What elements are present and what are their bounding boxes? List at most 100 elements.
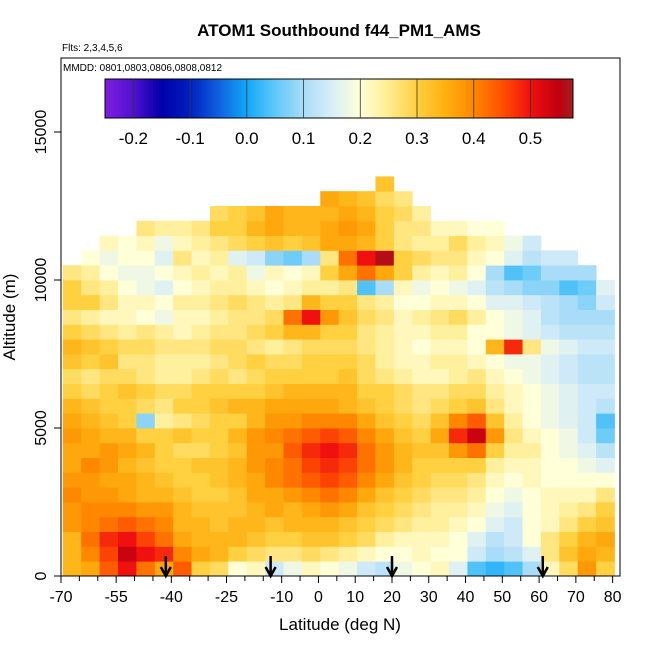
colorbar-swatch [198, 79, 202, 118]
heat-cell [448, 516, 468, 532]
heat-cell [265, 220, 284, 236]
heat-cell [504, 561, 523, 577]
heat-cell [448, 250, 468, 266]
x-tick-label: 20 [383, 589, 401, 606]
colorbar-swatch [399, 79, 404, 118]
heat-cell [338, 502, 358, 518]
heat-cell [228, 442, 248, 458]
heat-cell [375, 206, 395, 222]
colorbar-swatch [312, 79, 316, 118]
heat-cell [467, 442, 487, 458]
heat-cell [173, 561, 192, 577]
heat-cell [504, 546, 523, 562]
heat-cell [173, 398, 192, 414]
heat-cell [81, 561, 101, 577]
colorbar-swatch [303, 79, 307, 118]
colorbar-swatch [113, 79, 117, 118]
heat-cell [430, 265, 450, 281]
heat-cell [577, 413, 597, 429]
heat-cell [62, 546, 82, 562]
heat-cell [118, 561, 137, 577]
heat-cell [430, 339, 450, 355]
colorbar-swatch [249, 79, 253, 118]
heat-cell [154, 472, 174, 488]
heat-cell [265, 265, 284, 281]
heat-cell [596, 531, 615, 547]
colorbar-swatch [156, 79, 160, 118]
heat-cell [357, 368, 376, 384]
colorbar-swatch [436, 79, 441, 118]
colorbar-swatch [360, 79, 364, 118]
heat-cell [246, 398, 266, 414]
heat-cell [136, 442, 156, 458]
heat-cell [559, 502, 579, 518]
heat-cell [62, 324, 82, 340]
heat-cell [99, 428, 119, 444]
heat-cell [228, 546, 248, 562]
heat-cell [540, 442, 560, 458]
colorbar-swatch [442, 79, 446, 118]
heat-cell [504, 428, 523, 444]
heat-cell [430, 220, 450, 236]
heat-cell [136, 220, 156, 236]
dates-annotation: MMDD: 0801,0803,0806,0808,0812 [63, 63, 222, 74]
heat-cell [99, 457, 119, 473]
heat-cell [265, 398, 284, 414]
heat-cell [522, 487, 542, 503]
colorbar-swatch [181, 79, 185, 118]
heat-cell [320, 561, 340, 577]
colorbar-swatch [278, 79, 282, 118]
heat-cell [320, 191, 340, 207]
heat-cell [559, 309, 579, 325]
heat-cell [99, 265, 119, 281]
heat-cell [173, 294, 192, 310]
heat-cell [191, 428, 211, 444]
heat-cell [467, 457, 487, 473]
heat-cell [467, 398, 487, 414]
heat-cell [467, 280, 487, 296]
heat-cell [448, 280, 468, 296]
heat-cell [301, 265, 321, 281]
x-tick-label: -25 [215, 589, 238, 606]
heat-cell [357, 324, 376, 340]
heat-cell [265, 457, 284, 473]
colorbar-swatch [570, 79, 574, 118]
heat-cell [448, 235, 468, 251]
heat-cell [448, 398, 468, 414]
colorbar-swatch [326, 79, 330, 118]
heat-cell [504, 516, 523, 532]
colorbar-swatch [530, 79, 534, 118]
heat-cell [99, 339, 119, 355]
heat-cell [228, 280, 248, 296]
heat-cell [504, 235, 523, 251]
heat-cell [118, 516, 137, 532]
heat-cell [173, 354, 192, 370]
heat-cell [393, 502, 413, 518]
heat-cell [320, 265, 340, 281]
heat-cell [522, 339, 542, 355]
heat-cell [522, 428, 542, 444]
heat-cell [338, 457, 358, 473]
x-tick-label: 60 [530, 589, 548, 606]
heat-cell [375, 294, 395, 310]
heat-cell [228, 265, 248, 281]
heat-cell [209, 383, 229, 399]
chart-title: ATOM1 Southbound f44_PM1_AMS [197, 21, 481, 40]
heat-cell [62, 487, 82, 503]
heat-cell [540, 516, 560, 532]
heat-cell [81, 502, 101, 518]
heat-cell [246, 220, 266, 236]
heat-cell [412, 531, 431, 547]
colorbar-swatch [252, 79, 256, 118]
heat-cell [559, 487, 579, 503]
heat-cell [301, 220, 321, 236]
colorbar-swatch [448, 79, 452, 118]
colorbar-swatch [468, 79, 472, 118]
heat-cell [118, 235, 137, 251]
heat-cell [485, 546, 505, 562]
heat-cell [522, 413, 542, 429]
heat-cell [154, 294, 174, 310]
colorbar-swatch [144, 79, 149, 118]
heat-cell [504, 383, 523, 399]
y-axis-label: Altitude (m) [0, 274, 19, 361]
